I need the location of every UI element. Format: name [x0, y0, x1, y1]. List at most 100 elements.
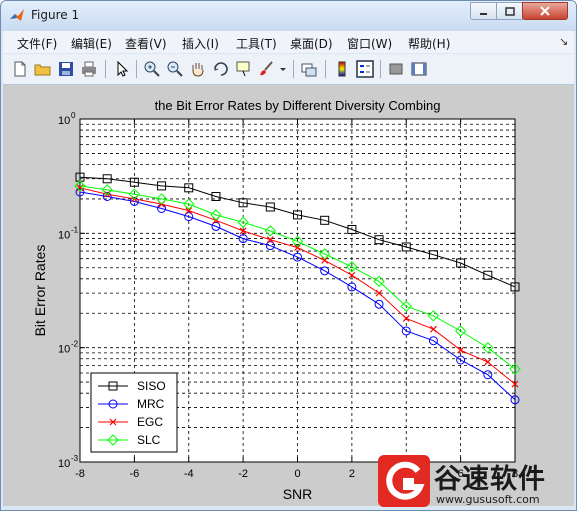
link-plot-icon[interactable] [300, 60, 318, 78]
menubar-dock-arrow-icon[interactable]: ↘ [559, 35, 569, 48]
new-figure-icon[interactable] [11, 60, 29, 78]
matlab-logo-icon [10, 9, 24, 21]
data-point-siso [265, 202, 275, 212]
x-tick-label: -8 [75, 468, 85, 480]
minimize-button[interactable] [470, 2, 497, 20]
data-point-slc [400, 300, 412, 313]
x-tick-label: -2 [238, 468, 248, 480]
toolbar-separator [136, 60, 137, 78]
data-point-egc [321, 256, 329, 264]
data-point-slc [128, 188, 141, 200]
title-bar[interactable]: Figure 1 [1, 1, 576, 31]
data-point-egc [266, 236, 274, 244]
legend-marker-egc [109, 418, 117, 426]
x-tick-label: 8 [512, 468, 518, 480]
toolbar-separator [325, 60, 326, 78]
data-point-slc [74, 180, 86, 192]
open-file-icon[interactable] [34, 60, 52, 78]
series-line-siso [79, 176, 516, 288]
menu-bar: 文件(F) 编辑(E) 查看(V) 插入(I) 工具(T) 桌面(D) 窗口(W… [3, 31, 574, 53]
watermark-url: www.gususoft.com [436, 493, 540, 506]
legend-label-egc: EGC [137, 415, 163, 429]
data-point-mrc [428, 336, 438, 346]
data-point-slc [101, 184, 113, 196]
maximize-button[interactable] [496, 2, 523, 20]
colorbar-icon[interactable] [333, 60, 351, 78]
rotate-3d-icon[interactable] [212, 60, 230, 78]
data-point-siso [184, 183, 194, 193]
menu-insert[interactable]: 插入(I) [182, 37, 219, 51]
data-point-siso [428, 250, 438, 260]
brush-icon[interactable] [258, 60, 276, 78]
minimize-icon [480, 12, 487, 15]
data-point-siso [211, 191, 221, 201]
window-title: Figure 1 [31, 8, 80, 22]
data-point-siso [456, 258, 466, 268]
data-point-slc [155, 193, 168, 205]
x-axis-label: SNR [283, 486, 313, 502]
data-point-mrc [102, 191, 112, 201]
data-point-egc [239, 227, 247, 235]
chart-title: the Bit Error Rates by Different Diversi… [155, 98, 441, 113]
y-tick-exponent: -1 [71, 225, 79, 234]
data-point-egc [484, 358, 492, 366]
data-point-siso [157, 181, 167, 191]
series-line-slc [79, 185, 516, 370]
data-point-slc [427, 310, 440, 322]
data-point-mrc [483, 370, 493, 380]
series-mrc [75, 187, 520, 405]
figure-toolbar [3, 54, 574, 85]
y-tick-label: 10 [58, 229, 70, 241]
close-icon [540, 6, 550, 16]
data-point-siso [483, 270, 493, 280]
data-point-mrc [265, 241, 275, 251]
x-tick-label: -4 [184, 468, 194, 480]
data-point-mrc [211, 221, 221, 231]
close-button[interactable] [522, 2, 568, 20]
data-point-siso [293, 210, 302, 220]
zoom-out-icon[interactable] [166, 60, 184, 78]
data-point-slc [237, 216, 249, 228]
menu-file[interactable]: 文件(F) [17, 37, 58, 51]
data-point-mrc [293, 252, 302, 262]
save-icon[interactable] [57, 60, 75, 78]
menu-edit[interactable]: 编辑(E) [71, 37, 112, 51]
data-point-siso [374, 235, 384, 245]
legend-icon[interactable] [356, 60, 374, 78]
menu-window[interactable]: 窗口(W) [347, 37, 393, 51]
data-point-slc [264, 225, 277, 237]
show-plot-tools-icon[interactable] [410, 60, 428, 78]
data-point-siso [102, 174, 112, 184]
menu-view[interactable]: 查看(V) [125, 37, 167, 51]
y-axis-label: Bit Error Rates [32, 245, 48, 337]
edit-plot-arrow-icon[interactable] [113, 60, 131, 78]
data-point-slc [183, 198, 195, 210]
y-tick-label: 10 [58, 115, 70, 127]
data-point-siso [347, 225, 357, 235]
data-point-mrc [238, 234, 248, 244]
data-point-mrc [347, 282, 357, 292]
legend-label-mrc: MRC [137, 397, 165, 411]
data-cursor-icon[interactable] [235, 60, 253, 78]
menu-desktop[interactable]: 桌面(D) [290, 37, 333, 51]
series-line-mrc [79, 191, 516, 401]
print-icon[interactable] [80, 60, 98, 78]
zoom-in-icon[interactable] [143, 60, 161, 78]
data-point-slc [318, 248, 331, 260]
pan-hand-icon[interactable] [189, 60, 207, 78]
data-point-slc [373, 275, 385, 288]
menu-help[interactable]: 帮助(H) [408, 37, 451, 51]
hide-plot-tools-icon[interactable] [387, 60, 405, 78]
x-tick-label: 2 [349, 468, 355, 480]
y-tick-exponent: -3 [71, 454, 79, 463]
menu-tools[interactable]: 工具(T) [236, 37, 277, 51]
data-point-slc [509, 363, 521, 375]
data-point-slc [291, 235, 304, 248]
legend-label-slc: SLC [137, 433, 161, 447]
data-point-mrc [320, 266, 330, 276]
data-point-slc [482, 341, 494, 354]
brush-dropdown-icon[interactable] [279, 60, 287, 78]
